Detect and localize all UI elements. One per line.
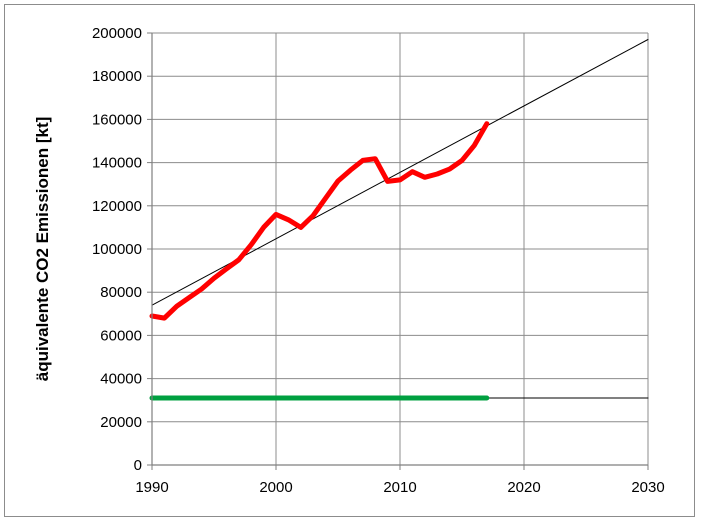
y-tick-label-0: 0 [134, 457, 142, 474]
y-tick-labels: 0 20000 40000 60000 80000 100000 120000 140000 1… [92, 25, 142, 474]
y-tick-label-8: 160000 [92, 111, 142, 128]
y-axis-label: äquivalente CO2 Emissionen [kt] [33, 117, 52, 382]
x-tick-label-2: 2010 [383, 479, 416, 496]
y-tick-label-9: 180000 [92, 68, 142, 85]
x-tick-label-3: 2020 [507, 479, 540, 496]
y-tick-label-10: 200000 [92, 25, 142, 42]
y-tick-label-1: 20000 [100, 414, 142, 431]
x-tick-label-1: 2000 [259, 479, 292, 496]
y-tick-label-3: 60000 [100, 327, 142, 344]
y-tick-label-5: 100000 [92, 241, 142, 258]
y-tick-label-7: 140000 [92, 155, 142, 172]
axes [147, 32, 649, 470]
x-tick-label-4: 2030 [631, 479, 664, 496]
series-group [149, 39, 649, 401]
y-tick-label-6: 120000 [92, 198, 142, 215]
y-tick-label-4: 80000 [100, 284, 142, 301]
series-line-0 [149, 121, 490, 321]
x-tick-labels: 1990 2000 2010 2020 2030 [135, 479, 664, 496]
y-tick-label-2: 40000 [100, 371, 142, 388]
grid [151, 32, 649, 466]
x-tick-label-0: 1990 [135, 479, 168, 496]
